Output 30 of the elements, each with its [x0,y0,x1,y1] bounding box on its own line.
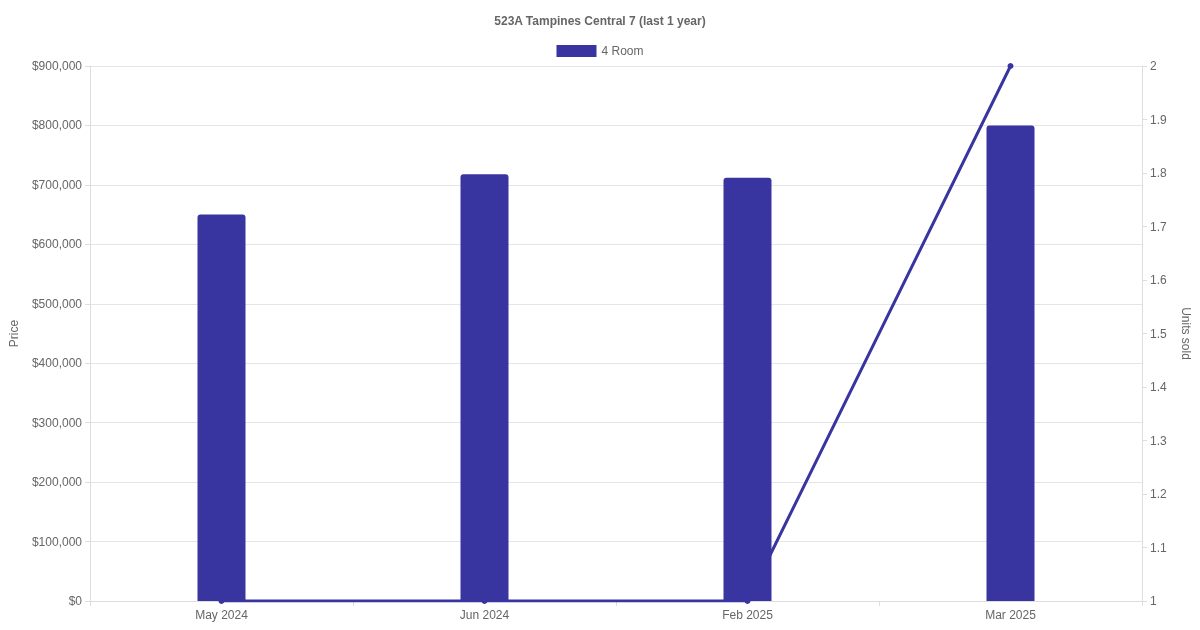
y2-tick-label: 1.3 [1150,433,1168,448]
y2-tick-label: 1 [1150,594,1157,608]
y2-tick-label: 1.4 [1150,380,1168,394]
y2-tick-label: 2 [1150,59,1157,73]
y-tick-label: $900,000 [31,59,83,73]
y2-tick-label: 1.2 [1150,487,1168,501]
bar [986,125,1035,601]
y-tick-label: $600,000 [31,237,83,252]
y2-tick-label: 1.5 [1150,326,1168,341]
y-tick-label: $300,000 [31,415,83,430]
x-tick-label: Jun 2024 [459,608,510,622]
y2-tick-label: 1.9 [1150,112,1168,127]
x-tick-label: Mar 2025 [985,608,1037,622]
y-tick-label: $0 [68,594,83,608]
y-axis-title: Price [7,319,21,348]
x-tick-label: May 2024 [195,608,249,622]
x-tick-label: Feb 2025 [722,608,774,622]
y-tick-label: $500,000 [31,296,83,311]
y2-tick-label: 1.7 [1150,219,1168,234]
y-tick-label: $700,000 [31,177,83,192]
chart-title: 523A Tampines Central 7 (last 1 year) [494,14,706,28]
y-tick-label: $400,000 [31,356,83,371]
y2-tick-label: 1.8 [1150,166,1168,180]
y2-tick-label: 1.6 [1150,273,1168,287]
y2-tick-label: 1.1 [1150,540,1168,555]
legend-label: 4 Room [601,44,644,58]
y2-axis-title: Units sold [1179,307,1193,360]
y-tick-label: $100,000 [31,534,83,549]
y-tick-label: $200,000 [31,475,83,490]
y-tick-label: $800,000 [31,118,83,133]
